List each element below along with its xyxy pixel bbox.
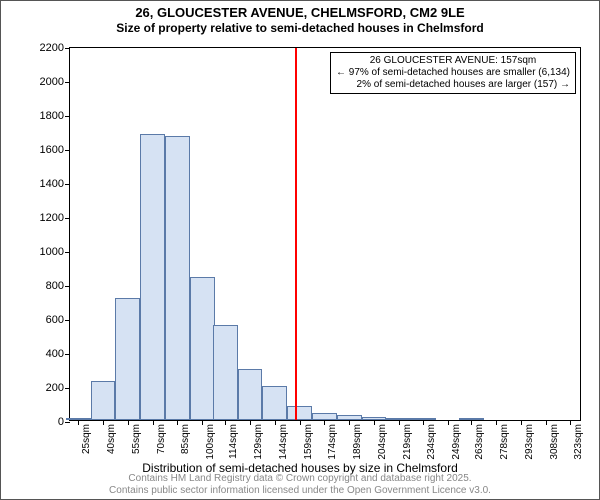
y-tick-mark (65, 116, 70, 117)
y-tick-mark (65, 388, 70, 389)
footer-line-1: Contains HM Land Registry data © Crown c… (128, 473, 471, 484)
x-tick-label: 40sqm (106, 424, 117, 454)
attribution-footer: Contains HM Land Registry data © Crown c… (109, 473, 491, 496)
histogram-bar (140, 134, 165, 420)
x-tick-mark (177, 420, 178, 425)
x-tick-label: 25sqm (81, 424, 92, 454)
x-tick-mark (128, 420, 129, 425)
y-tick-label: 1800 (40, 110, 64, 122)
histogram-bar (165, 136, 190, 420)
y-tick-label: 600 (46, 314, 64, 326)
y-tick-label: 400 (46, 348, 64, 360)
x-tick-label: 129sqm (253, 424, 264, 460)
histogram-bar (287, 406, 312, 420)
annotation-line: 2% of semi-detached houses are larger (1… (336, 79, 570, 91)
y-tick-mark (65, 150, 70, 151)
x-tick-label: 114sqm (228, 424, 239, 459)
y-tick-mark (65, 320, 70, 321)
footer-line-2: Contains public sector information licen… (109, 485, 491, 496)
x-tick-mark (521, 420, 522, 425)
y-tick-mark (65, 422, 70, 423)
x-tick-mark (471, 420, 472, 425)
x-tick-label: 159sqm (303, 424, 314, 460)
y-tick-label: 1600 (40, 144, 64, 156)
chart-subtitle: Size of property relative to semi-detach… (1, 21, 599, 35)
y-tick-mark (65, 82, 70, 83)
histogram-bar (312, 413, 337, 420)
plot-area-wrap: 0200400600800100012001400160018002000220… (69, 47, 581, 421)
x-tick-label: 308sqm (549, 424, 560, 460)
x-tick-mark (546, 420, 547, 425)
x-tick-mark (275, 420, 276, 425)
y-tick-label: 1400 (40, 178, 64, 190)
x-tick-mark (570, 420, 571, 425)
x-tick-mark (374, 420, 375, 425)
x-tick-mark (250, 420, 251, 425)
x-tick-label: 189sqm (352, 424, 363, 460)
chart-container: 26, GLOUCESTER AVENUE, CHELMSFORD, CM2 9… (0, 0, 600, 500)
x-tick-label: 249sqm (451, 424, 462, 460)
y-tick-label: 1000 (40, 246, 64, 258)
x-tick-mark (202, 420, 203, 425)
x-tick-mark (78, 420, 79, 425)
x-tick-label: 70sqm (156, 424, 167, 454)
y-tick-label: 2000 (40, 76, 64, 88)
x-tick-mark (300, 420, 301, 425)
histogram-bar (262, 386, 287, 420)
y-tick-label: 1200 (40, 212, 64, 224)
reference-line (295, 48, 297, 420)
y-tick-mark (65, 184, 70, 185)
annotation-box: 26 GLOUCESTER AVENUE: 157sqm← 97% of sem… (330, 52, 576, 94)
x-tick-mark (324, 420, 325, 425)
annotation-line: ← 97% of semi-detached houses are smalle… (336, 67, 570, 79)
x-tick-label: 100sqm (205, 424, 216, 460)
x-tick-mark (225, 420, 226, 425)
x-tick-mark (399, 420, 400, 425)
x-tick-mark (153, 420, 154, 425)
y-tick-mark (65, 252, 70, 253)
y-tick-label: 2200 (40, 42, 64, 54)
x-tick-label: 293sqm (524, 424, 535, 460)
plot-area: 0200400600800100012001400160018002000220… (69, 47, 581, 421)
x-tick-label: 219sqm (402, 424, 413, 460)
y-tick-label: 800 (46, 280, 64, 292)
histogram-bar (115, 298, 140, 420)
x-tick-label: 85sqm (180, 424, 191, 454)
y-tick-mark (65, 286, 70, 287)
annotation-line: 26 GLOUCESTER AVENUE: 157sqm (336, 55, 570, 67)
x-tick-label: 323sqm (573, 424, 584, 460)
x-tick-mark (349, 420, 350, 425)
y-tick-mark (65, 354, 70, 355)
y-tick-label: 200 (46, 382, 64, 394)
x-tick-label: 278sqm (499, 424, 510, 460)
x-tick-mark (496, 420, 497, 425)
x-tick-label: 263sqm (474, 424, 485, 460)
histogram-bar (190, 277, 215, 420)
x-tick-label: 234sqm (426, 424, 437, 460)
x-tick-label: 55sqm (131, 424, 142, 454)
x-tick-label: 204sqm (377, 424, 388, 460)
x-tick-mark (423, 420, 424, 425)
y-tick-label: 0 (58, 416, 64, 428)
y-tick-mark (65, 218, 70, 219)
histogram-bar (91, 381, 116, 420)
chart-title: 26, GLOUCESTER AVENUE, CHELMSFORD, CM2 9… (1, 5, 599, 21)
histogram-bar (238, 369, 263, 420)
histogram-bar (213, 325, 238, 420)
x-tick-label: 144sqm (278, 424, 289, 460)
y-tick-mark (65, 48, 70, 49)
x-tick-mark (448, 420, 449, 425)
x-tick-mark (103, 420, 104, 425)
x-tick-label: 174sqm (327, 424, 338, 460)
